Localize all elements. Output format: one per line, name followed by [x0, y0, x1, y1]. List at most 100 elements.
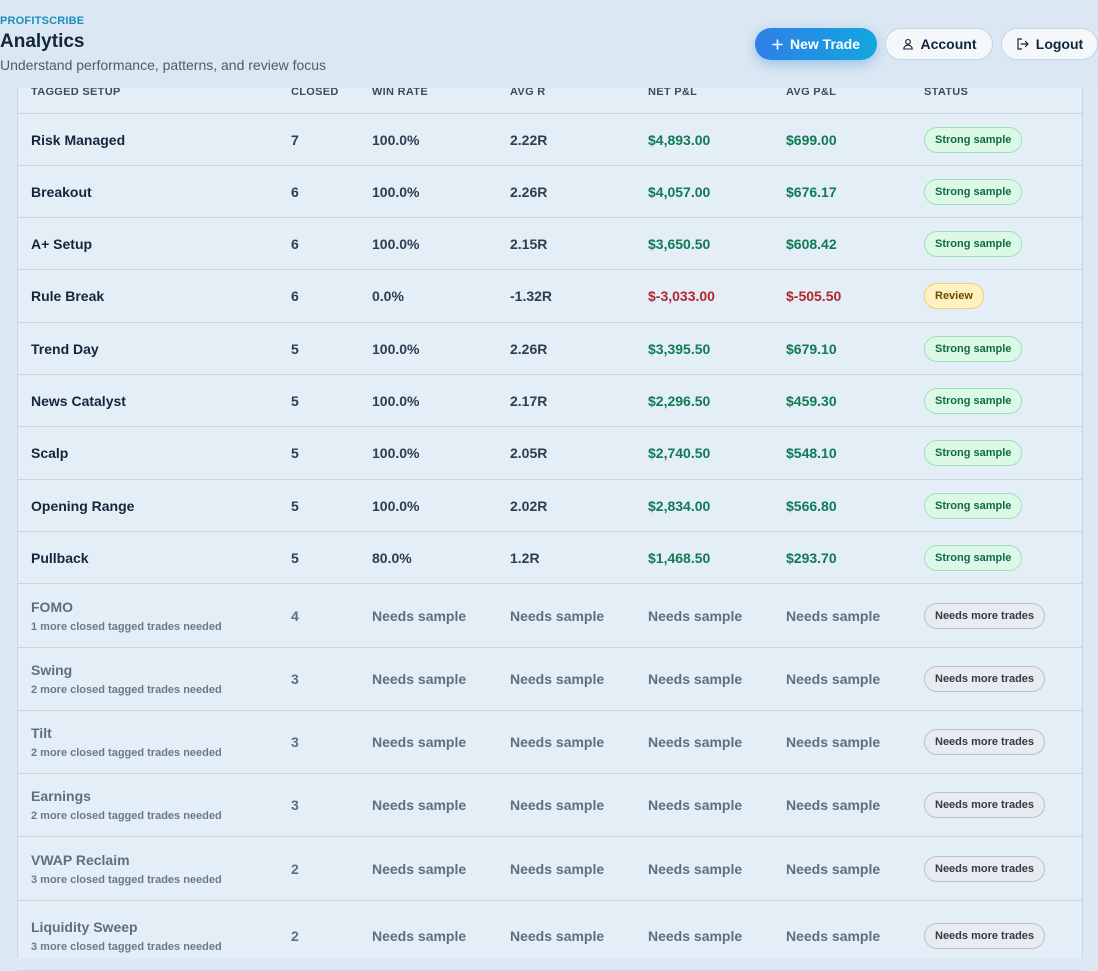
column-header-tagged-setup[interactable]: TAGGED SETUP [31, 86, 121, 98]
page-subtitle: Understand performance, patterns, and re… [0, 57, 327, 73]
avg-pl: $679.10 [786, 340, 837, 357]
status-badge: Strong sample [924, 126, 1023, 153]
table-row[interactable]: VWAP Reclaim 3 more closed tagged trades … [18, 837, 1082, 901]
setup-name-cell: Earnings 2 more closed tagged trades need… [31, 788, 222, 822]
table-row[interactable]: Scalp 5 100.0% 2.05R $2,740.50 $548.10 Strong … [18, 427, 1082, 480]
avg-pl: $676.17 [786, 183, 837, 200]
setup-name: Tilt [31, 725, 52, 741]
closed-count: 2 [291, 927, 299, 944]
win-rate: 100.0% [372, 183, 420, 200]
table-row[interactable]: Breakout 6 100.0% 2.26R $4,057.00 $676.17 Stro… [18, 166, 1082, 218]
status-badge: Needs more trades [924, 729, 1046, 755]
avg-pl: $293.70 [786, 549, 837, 566]
closed-count: 6 [291, 235, 299, 252]
table-row[interactable]: Earnings 2 more closed tagged trades need… [18, 774, 1082, 837]
setup-sample-hint: 3 more closed tagged trades needed [31, 940, 222, 953]
closed-count: 4 [291, 607, 299, 624]
setup-name: Scalp [31, 445, 69, 461]
avg-r: Needs sample [510, 671, 605, 687]
setup-name: Swing [31, 662, 73, 678]
setup-sample-hint: 2 more closed tagged trades needed [31, 747, 222, 759]
avg-pl: $608.42 [786, 235, 837, 252]
setup-name-cell: Liquidity Sweep 3 more closed tagged trad… [31, 919, 222, 953]
net-pl: Needs sample [648, 797, 743, 813]
column-header-closed[interactable]: CLOSED [291, 86, 339, 98]
status-cell: Strong sample [924, 335, 1023, 362]
status-badge: Strong sample [924, 492, 1023, 519]
table-row[interactable]: Trend Day 5 100.0% 2.26R $3,395.50 $679.10 Str… [18, 323, 1082, 375]
avg-r: Needs sample [510, 927, 605, 944]
account-button[interactable]: Account [885, 28, 993, 60]
closed-count: 5 [291, 497, 299, 514]
avg-pl: Needs sample [786, 797, 881, 813]
avg-r: Needs sample [510, 860, 605, 877]
table-row[interactable]: A+ Setup 6 100.0% 2.15R $3,650.50 $608.42 Stro… [18, 218, 1082, 270]
avg-r: -1.32R [510, 288, 553, 304]
table-row[interactable]: News Catalyst 5 100.0% 2.17R $2,296.50 $459.3… [18, 375, 1082, 427]
status-badge: Needs more trades [924, 922, 1046, 949]
closed-count: 7 [291, 131, 299, 148]
win-rate: 100.0% [372, 235, 420, 252]
win-rate: Needs sample [372, 860, 467, 877]
status-cell: Strong sample [924, 178, 1023, 205]
table-row[interactable]: Tilt 2 more closed tagged trades needed 3 N… [18, 711, 1082, 774]
setup-name: Trend Day [31, 340, 99, 357]
setup-analytics-table: TAGGED SETUP CLOSED WIN RATE AVG R NET P… [17, 86, 1083, 971]
setup-name: Breakout [31, 183, 92, 200]
column-header-avg-pl[interactable]: AVG P&L [786, 86, 837, 98]
table-row[interactable]: Rule Break 6 0.0% -1.32R $-3,033.00 $-505.50 R… [18, 270, 1082, 323]
status-badge: Needs more trades [924, 602, 1046, 629]
page-title: Analytics [0, 31, 85, 52]
column-header-net-pl[interactable]: NET P&L [648, 86, 698, 98]
status-badge: Strong sample [924, 178, 1023, 205]
closed-count: 6 [291, 288, 299, 304]
win-rate: 100.0% [372, 131, 420, 148]
win-rate: Needs sample [372, 607, 467, 624]
status-cell: Needs more trades [924, 729, 1046, 755]
closed-count: 6 [291, 183, 299, 200]
closed-count: 5 [291, 340, 299, 357]
column-header-status[interactable]: STATUS [924, 86, 969, 98]
avg-r: 1.2R [510, 549, 540, 566]
avg-pl: $566.80 [786, 497, 837, 514]
avg-pl: $459.30 [786, 392, 837, 409]
avg-r: Needs sample [510, 734, 605, 750]
table-header: TAGGED SETUP CLOSED WIN RATE AVG R NET P… [18, 86, 1082, 114]
table-row[interactable]: Liquidity Sweep 3 more closed tagged trad… [18, 901, 1082, 971]
table-row[interactable]: Opening Range 5 100.0% 2.02R $2,834.00 $566.8… [18, 480, 1082, 532]
logout-label: Logout [1035, 36, 1084, 52]
setup-name: News Catalyst [31, 392, 126, 409]
avg-pl: $699.00 [786, 131, 837, 148]
status-badge: Strong sample [924, 440, 1023, 466]
brand-name: PROFITSCRIBE [0, 15, 85, 27]
net-pl: Needs sample [648, 734, 743, 750]
status-cell: Strong sample [924, 126, 1023, 153]
avg-r: 2.02R [510, 497, 548, 514]
table-row[interactable]: Risk Managed 7 100.0% 2.22R $4,893.00 $699.00… [18, 114, 1082, 166]
setup-name: Opening Range [31, 497, 135, 514]
avg-pl: Needs sample [786, 671, 881, 687]
win-rate: 100.0% [372, 445, 420, 461]
setup-sample-hint: 3 more closed tagged trades needed [31, 873, 222, 886]
column-header-win-rate[interactable]: WIN RATE [372, 86, 428, 98]
status-cell: Strong sample [924, 387, 1023, 414]
win-rate: 0.0% [372, 288, 404, 304]
status-badge: Strong sample [924, 230, 1023, 257]
logout-button[interactable]: Logout [1001, 28, 1098, 60]
net-pl: Needs sample [648, 927, 743, 944]
account-label: Account [920, 36, 977, 52]
logout-icon [1016, 38, 1029, 50]
table-row[interactable]: FOMO 1 more closed tagged trades needed 4 N… [18, 584, 1082, 648]
column-header-avg-r[interactable]: AVG R [510, 86, 546, 98]
avg-r: 2.17R [510, 392, 548, 409]
new-trade-button[interactable]: New Trade [755, 28, 877, 60]
new-trade-label: New Trade [789, 36, 861, 52]
setup-name: VWAP Reclaim [31, 851, 130, 868]
table-row[interactable]: Pullback 5 80.0% 1.2R $1,468.50 $293.70 Strong… [18, 532, 1082, 584]
setup-sample-hint: 1 more closed tagged trades needed [31, 620, 222, 633]
win-rate: Needs sample [372, 734, 467, 750]
table-row[interactable]: Swing 2 more closed tagged trades needed 3… [18, 648, 1082, 711]
closed-count: 5 [291, 549, 299, 566]
status-cell: Review [924, 283, 984, 309]
net-pl: $1,468.50 [648, 549, 711, 566]
